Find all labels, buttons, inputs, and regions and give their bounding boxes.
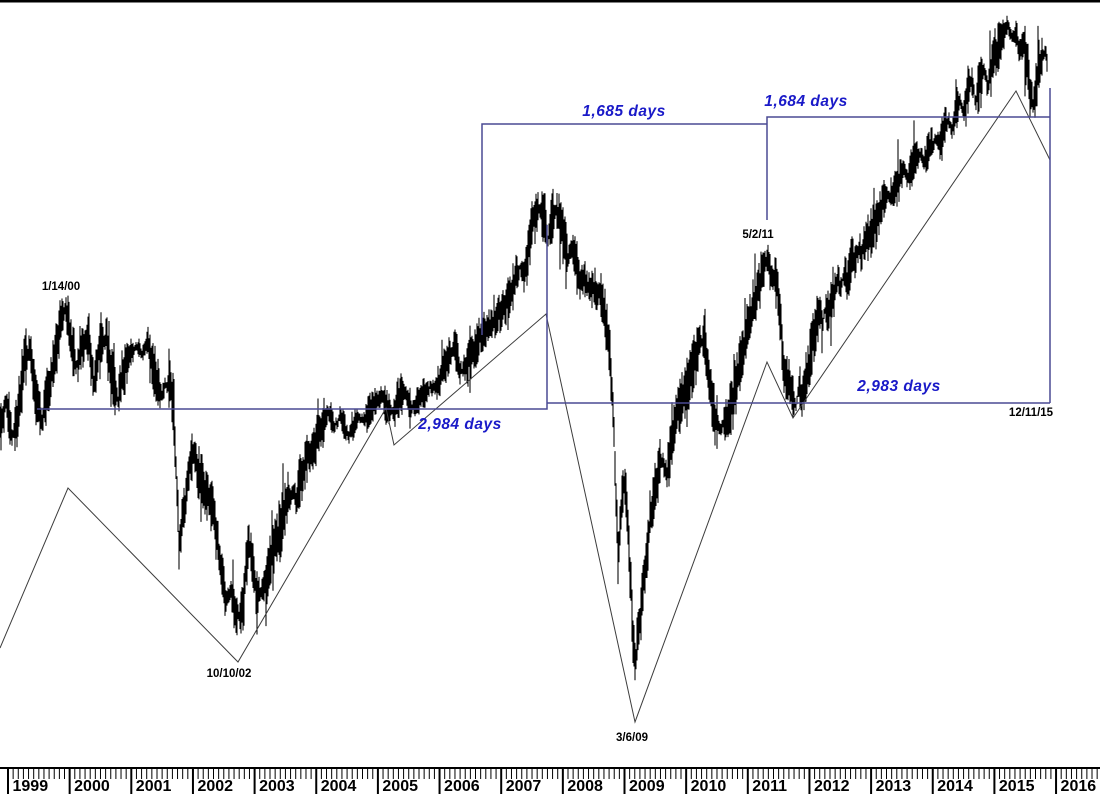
bracket-1684-days [766,116,1050,220]
year-label: 2005 [382,778,418,795]
year-label: 2003 [259,778,295,795]
year-label: 2011 [752,778,787,795]
year-label: 2008 [567,778,603,795]
duration-label-1685: 1,685 days [582,103,666,120]
year-label: 2001 [136,778,172,795]
year-label: 2014 [937,778,973,795]
daily-price-bars [0,15,1048,681]
date-label-10-10-02: 10/10/02 [206,668,252,680]
year-label: 2002 [197,778,233,795]
year-label: 2009 [629,778,665,795]
year-label: 2007 [506,778,542,795]
date-label-3-6-09: 3/6/09 [616,732,648,744]
zigzag-trendline [0,90,1051,724]
bracket-2984-days [37,225,548,410]
year-label: 2000 [74,778,110,795]
year-label: 1999 [13,778,49,795]
bracket-1685-days [481,123,767,335]
date-label-12-11-15: 12/11/15 [1008,407,1054,419]
year-label: 2006 [444,778,480,795]
date-label-1-14-00: 1/14/00 [41,281,81,293]
duration-label-2984: 2,984 days [418,416,502,433]
year-label: 2004 [321,778,357,795]
year-label: 2012 [814,778,850,795]
year-label: 2016 [1061,778,1097,795]
date-label-5-2-11: 5/2/11 [742,229,774,241]
year-label: 2013 [876,778,912,795]
top-border [0,0,1100,3]
duration-label-1684: 1,684 days [764,93,848,110]
year-label: 2015 [999,778,1035,795]
duration-label-2983: 2,983 days [857,378,941,395]
year-label: 2010 [691,778,727,795]
